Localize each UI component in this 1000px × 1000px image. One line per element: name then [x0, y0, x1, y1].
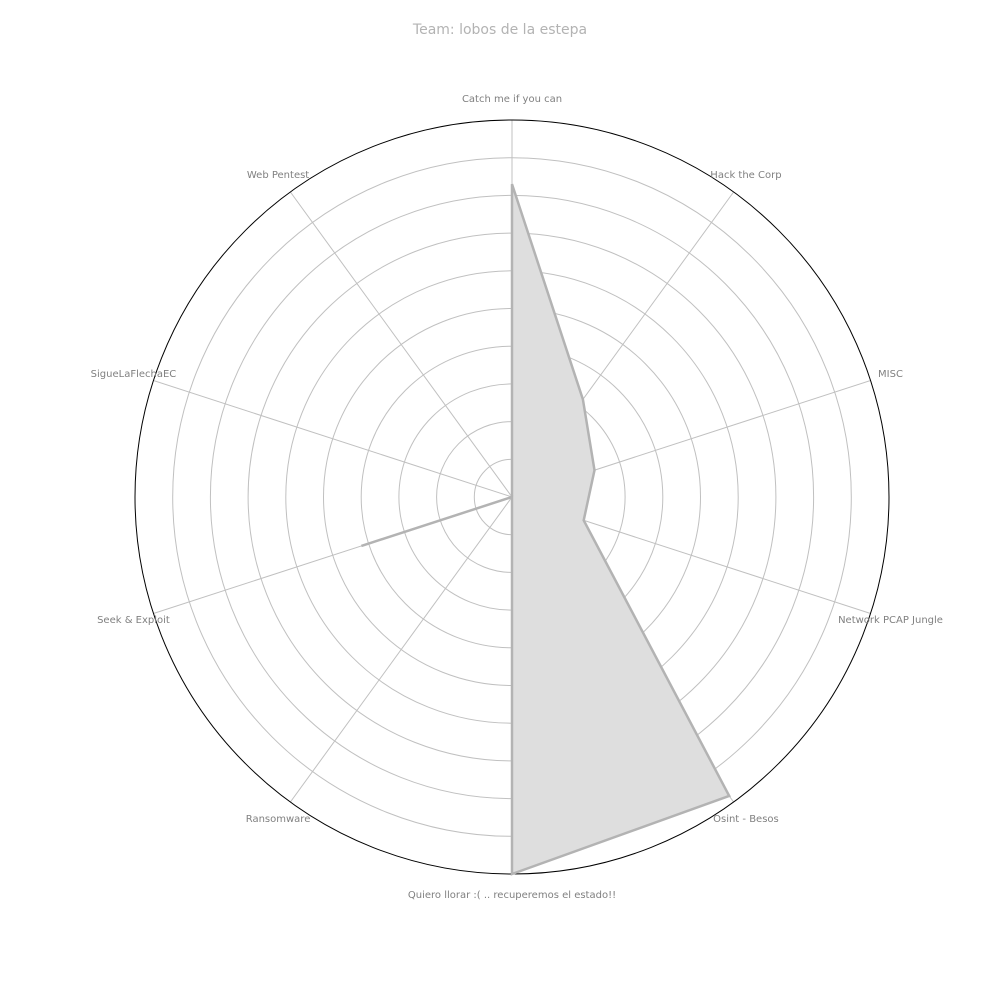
category-labels: Catch me if you can Hack the Corp MISC Netw… [91, 94, 943, 901]
grid-spoke [153, 380, 513, 498]
series-layer [361, 183, 731, 876]
category-label: Hack the Corp [710, 170, 781, 181]
grid-spoke [290, 191, 513, 498]
chart-title: Team: lobos de la estepa [412, 22, 588, 38]
series-area [361, 183, 731, 876]
category-label: Network PCAP Jungle [838, 615, 943, 626]
category-label: Ransomware [246, 814, 311, 825]
category-label: Web Pentest [247, 170, 309, 181]
grid-spoke [290, 496, 513, 803]
category-label: MISC [878, 369, 903, 380]
category-label: Osint - Besos [713, 814, 779, 825]
category-label: SigueLaFlechaEC [91, 369, 177, 380]
category-label: Seek & Exploit [97, 615, 170, 626]
category-label: Quiero llorar :( .. recuperemos el estad… [408, 890, 616, 901]
category-label: Catch me if you can [462, 94, 562, 105]
